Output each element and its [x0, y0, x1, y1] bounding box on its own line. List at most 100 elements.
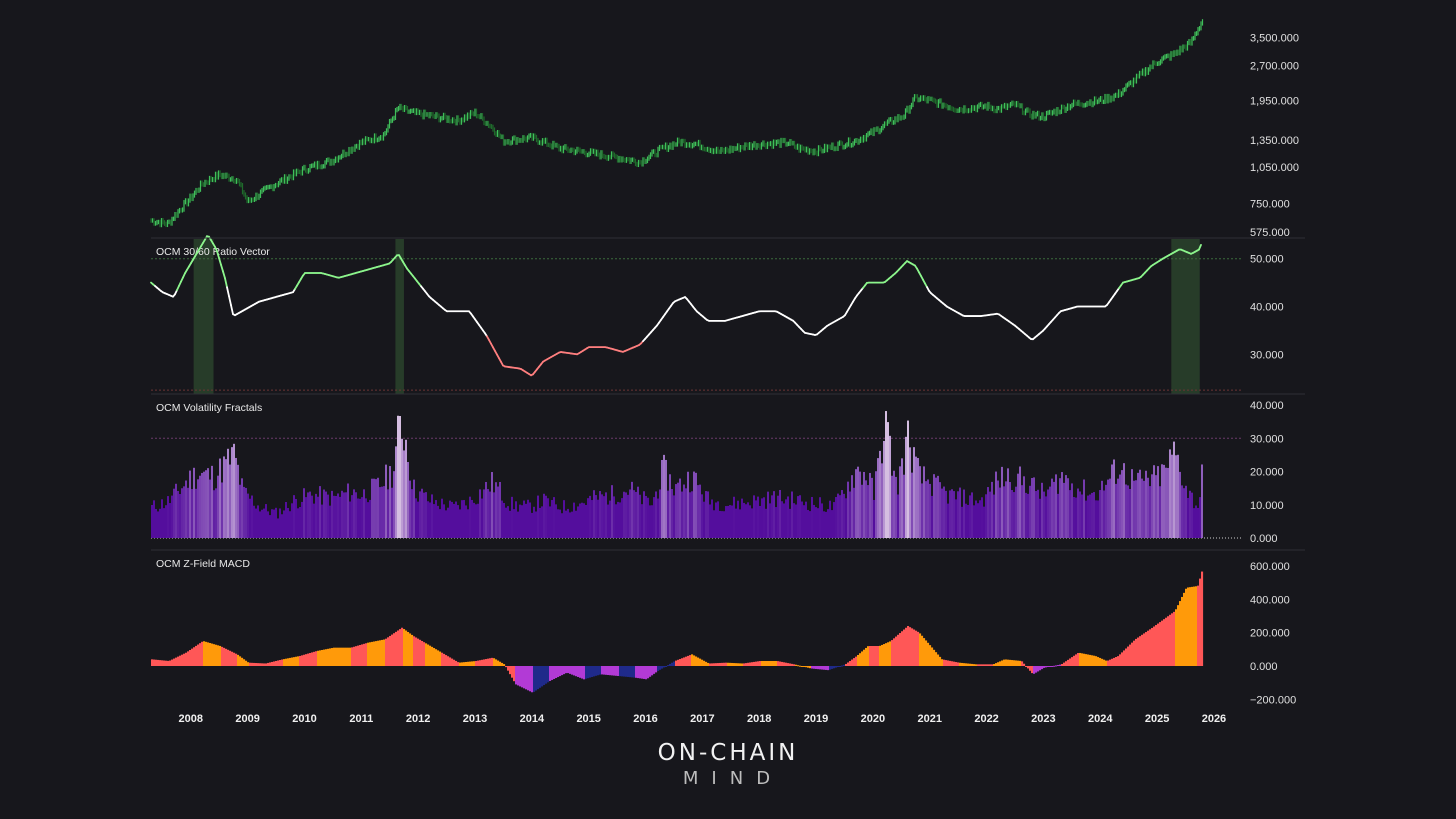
macd-bar: [307, 653, 310, 666]
fractal-bar: [1113, 459, 1115, 538]
macd-bar: [227, 649, 230, 666]
macd-bar: [393, 633, 396, 666]
macd-bar: [931, 647, 934, 666]
macd-bar: [575, 666, 578, 677]
macd-bar: [799, 665, 802, 667]
fractal-bar: [205, 470, 207, 538]
macd-bar: [1001, 660, 1004, 666]
macd-bar: [341, 647, 344, 666]
macd-bar: [1201, 571, 1204, 666]
fractal-bar: [597, 499, 599, 538]
panel-title: OCM Volatility Fractals: [156, 402, 262, 414]
macd-bar: [715, 663, 718, 666]
y-tick-label: 1,950.000: [1250, 96, 1299, 108]
fractal-bar: [405, 439, 407, 538]
fractal-bar: [645, 495, 647, 538]
macd-bar: [565, 666, 568, 674]
macd-bar: [809, 666, 812, 669]
macd-bar: [757, 661, 760, 666]
fractal-bar: [629, 489, 631, 538]
fractal-bar: [173, 488, 175, 538]
fractal-bar: [1115, 483, 1117, 538]
fractal-bar: [1091, 492, 1093, 538]
fractal-bar: [1181, 485, 1183, 538]
macd-bar: [331, 648, 334, 666]
fractal-bar: [1191, 492, 1193, 538]
macd-bar: [167, 660, 170, 666]
macd-bar: [749, 662, 752, 666]
fractal-bar: [891, 475, 893, 538]
fractal-bar: [831, 510, 833, 538]
macd-bar: [977, 664, 980, 666]
fractal-bar: [415, 498, 417, 538]
macd-bar: [985, 664, 988, 666]
macd-bar: [1107, 660, 1110, 666]
macd-bar: [517, 666, 520, 686]
macd-bar: [283, 659, 286, 666]
fractal-bar: [739, 509, 741, 538]
fractal-bar: [1003, 486, 1005, 538]
macd-bar: [605, 666, 608, 675]
macd-bar: [403, 629, 406, 666]
fractal-bar: [1051, 478, 1053, 538]
macd-bar: [379, 640, 382, 666]
macd-bar: [421, 641, 424, 666]
macd-bar: [969, 663, 972, 666]
macd-bar: [999, 661, 1002, 666]
macd-bar: [941, 659, 944, 666]
macd-bar: [695, 656, 698, 666]
macd-bar: [365, 643, 368, 666]
fractal-bar: [633, 490, 635, 538]
fractal-bar: [237, 464, 239, 538]
fractal-bar: [729, 505, 731, 538]
macd-bar: [1093, 655, 1096, 666]
fractal-bar: [731, 505, 733, 538]
macd-bar: [961, 662, 964, 666]
macd-bar: [629, 666, 632, 678]
fractal-bar: [1037, 489, 1039, 538]
macd-bar: [247, 662, 250, 666]
macd-bar: [475, 661, 478, 666]
fractal-bar: [171, 495, 173, 538]
fractal-bar: [1067, 478, 1069, 538]
fractal-bar: [1079, 491, 1081, 538]
macd-bar: [1067, 659, 1070, 666]
macd-bar: [1167, 616, 1170, 666]
macd-bar: [473, 661, 476, 666]
macd-bar: [383, 639, 386, 666]
macd-bar: [259, 663, 262, 666]
fractal-bar: [195, 488, 197, 538]
macd-bar: [489, 658, 492, 666]
fractal-bar: [1161, 464, 1163, 538]
fractal-bar: [693, 471, 695, 538]
macd-bar: [263, 663, 266, 666]
macd-bar: [417, 638, 420, 666]
fractal-bar: [447, 507, 449, 538]
macd-bar: [957, 662, 960, 666]
fractal-bar: [941, 488, 943, 538]
fractal-bar: [235, 457, 237, 538]
fractal-bar: [439, 509, 441, 538]
macd-bar: [1125, 648, 1128, 666]
macd-bar: [369, 642, 372, 666]
macd-bar: [651, 666, 654, 676]
fractal-bar: [1025, 492, 1027, 538]
macd-bar: [927, 642, 930, 666]
macd-bar: [767, 661, 770, 666]
fractal-bar: [1111, 464, 1113, 538]
macd-bar: [1163, 619, 1166, 666]
fractal-bar: [299, 506, 301, 538]
fractal-bar: [825, 511, 827, 538]
fractal-bar: [737, 500, 739, 538]
macd-bar: [827, 666, 830, 671]
fractal-bar: [901, 458, 903, 538]
fractal-bar: [435, 500, 437, 538]
macd-bar: [535, 666, 538, 691]
fractal-bar: [305, 497, 307, 538]
macd-bar: [723, 662, 726, 666]
macd-bar: [155, 659, 158, 666]
fractal-bar: [785, 499, 787, 538]
macd-bar: [637, 666, 640, 679]
fractal-bar: [573, 502, 575, 538]
fractal-bar: [343, 492, 345, 538]
